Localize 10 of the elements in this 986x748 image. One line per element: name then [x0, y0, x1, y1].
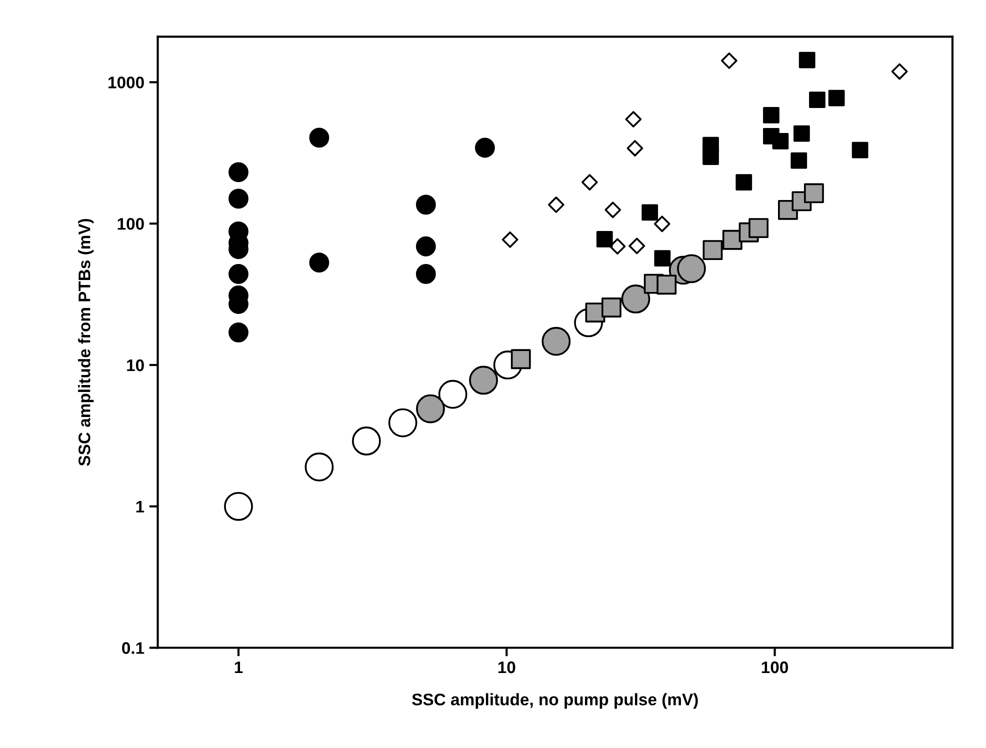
- x-tick-label: 100: [762, 661, 788, 674]
- x-tick-label: 10: [498, 661, 516, 674]
- y-tick-label: 1: [136, 500, 144, 512]
- x-axis-title: SSC amplitude, no pump pulse (mV): [412, 693, 698, 709]
- y-tick-label: 100: [118, 218, 144, 230]
- x-tick-label: 1: [234, 662, 243, 674]
- y-axis-title: SSC amplitude from PTBs (mV): [78, 218, 94, 466]
- y-tick-label: 10: [127, 359, 144, 372]
- y-tick-label: 0.1: [122, 642, 144, 654]
- y-tick-label: 1000: [108, 76, 144, 88]
